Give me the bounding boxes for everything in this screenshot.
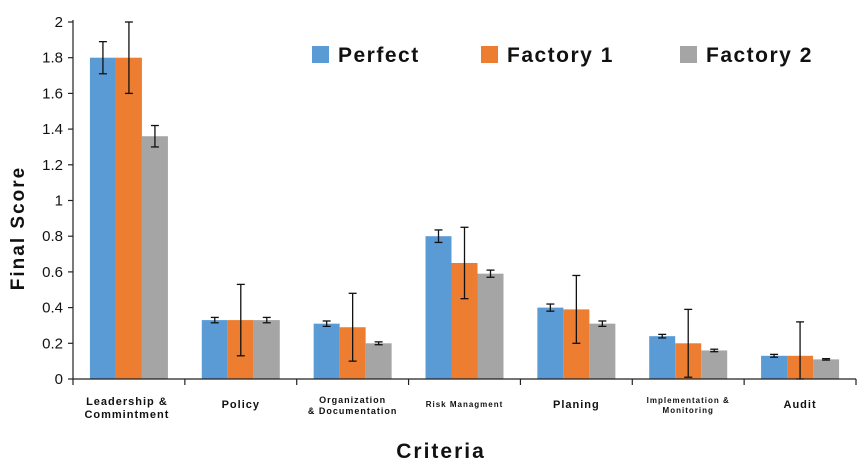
error-bar — [150, 124, 159, 148]
error-bar — [658, 333, 667, 339]
error-bar — [572, 274, 581, 344]
legend-swatch — [481, 46, 498, 63]
error-bar — [322, 320, 331, 327]
x-category-label: Organization — [319, 395, 386, 405]
legend: Perfect Factory 1 Factory 2 — [312, 44, 813, 67]
bar — [313, 323, 340, 379]
error-bar — [98, 40, 107, 75]
error-bar — [348, 292, 357, 362]
y-tick-label: 0.8 — [42, 228, 63, 245]
bars-layer — [89, 57, 840, 379]
y-tick-label: 1.4 — [42, 121, 63, 138]
y-tick-label: 0.4 — [42, 300, 63, 317]
legend-label: Perfect — [338, 44, 420, 67]
error-bar — [546, 303, 555, 312]
x-axis-title: Criteria — [396, 440, 486, 460]
bar — [813, 359, 840, 379]
x-category-label: Planing — [553, 399, 600, 411]
error-bar — [598, 320, 607, 327]
y-tick-label: 2 — [55, 14, 63, 31]
x-category-labels: Leadership &Commintment Policy Organizatio… — [84, 395, 817, 421]
y-tick-label: 1.2 — [42, 157, 63, 174]
legend-item: Perfect — [312, 44, 420, 67]
y-tick-label: 0.6 — [42, 264, 63, 281]
error-bar — [434, 229, 443, 244]
error-bar — [486, 269, 495, 278]
legend-label: Factory 1 — [507, 44, 614, 67]
y-tick-label: 1 — [55, 193, 63, 210]
error-bar — [124, 21, 133, 95]
legend-item: Factory 1 — [481, 44, 614, 67]
bar — [537, 307, 564, 379]
error-bar — [210, 316, 219, 324]
x-category-label: Commintment — [84, 409, 169, 421]
x-category-label: Audit — [784, 399, 817, 411]
error-bar — [374, 341, 383, 346]
bar — [589, 323, 616, 379]
x-category-label: Policy — [222, 399, 260, 411]
y-tick-label: 0 — [55, 371, 63, 388]
error-bar — [822, 358, 831, 361]
error-bars-layer — [98, 21, 831, 380]
bar — [477, 273, 504, 379]
y-axis-title: Final Score — [8, 166, 29, 290]
legend-swatch — [312, 46, 329, 63]
bar — [141, 136, 168, 379]
legend-swatch — [680, 46, 697, 63]
x-category-label: & Documentation — [308, 406, 398, 416]
axes-layer — [68, 20, 857, 385]
bar — [649, 336, 676, 379]
error-bar — [710, 348, 719, 353]
bar — [201, 320, 228, 379]
error-bar — [460, 226, 469, 300]
x-category-label: Leadership & — [86, 396, 168, 408]
bar — [761, 355, 788, 379]
legend-label: Factory 2 — [706, 44, 813, 67]
y-tick-label: 0.2 — [42, 335, 63, 352]
y-tick-label: 1.6 — [42, 85, 63, 102]
error-bar — [262, 316, 271, 324]
y-tick-label: 1.8 — [42, 50, 63, 67]
bar — [365, 343, 392, 379]
x-category-label: Implementation & — [647, 396, 730, 405]
bar — [701, 350, 728, 379]
legend-item: Factory 2 — [680, 44, 813, 67]
bar — [425, 236, 452, 379]
error-bar — [236, 283, 245, 357]
bar — [89, 57, 116, 379]
y-tick-labels: 0 0.2 0.4 0.6 0.8 1 1.2 1.4 1.6 1.8 2 — [42, 14, 63, 388]
x-category-label: Risk Managment — [426, 400, 504, 409]
bar — [115, 57, 142, 379]
error-bar — [684, 308, 693, 378]
x-category-label: Monitoring — [663, 406, 714, 415]
bar — [253, 320, 280, 379]
error-bar — [770, 353, 779, 358]
